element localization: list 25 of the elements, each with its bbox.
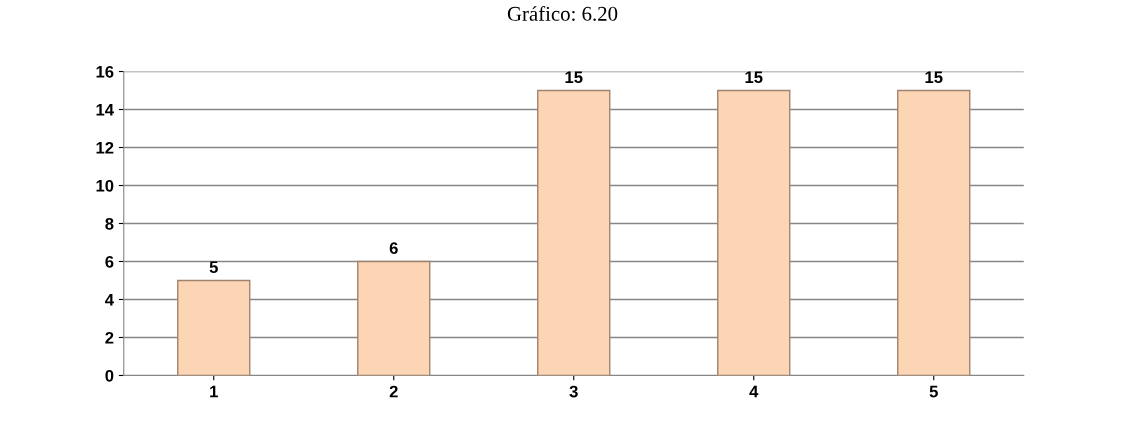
bar [717,89,791,376]
y-tick-label: 4 [105,294,114,306]
y-tick-label: 2 [105,331,114,344]
data-label: 15 [565,71,583,84]
bar [897,89,971,376]
y-tick-label: 10 [96,179,114,192]
y-tick-label: 6 [105,255,114,268]
y-tick-label: 0 [105,369,114,382]
chart-title: Gráfico: 6.20 [507,5,618,21]
bar [537,89,611,376]
data-label: 5 [209,261,218,274]
data-label: 15 [745,71,763,84]
data-label: 6 [389,242,398,255]
data-label: 15 [925,71,943,84]
y-tick-label: 14 [96,104,114,116]
y-tick-label: 16 [96,65,114,78]
x-tick-label: 3 [569,385,578,398]
bar [357,260,431,376]
x-tick-label: 5 [929,385,938,398]
bar [177,279,251,376]
x-tick-label: 2 [389,385,398,398]
x-tick-label: 1 [210,385,218,398]
y-tick-label: 12 [96,141,114,154]
y-tick-label: 8 [105,217,114,230]
x-tick-label: 4 [749,385,759,398]
